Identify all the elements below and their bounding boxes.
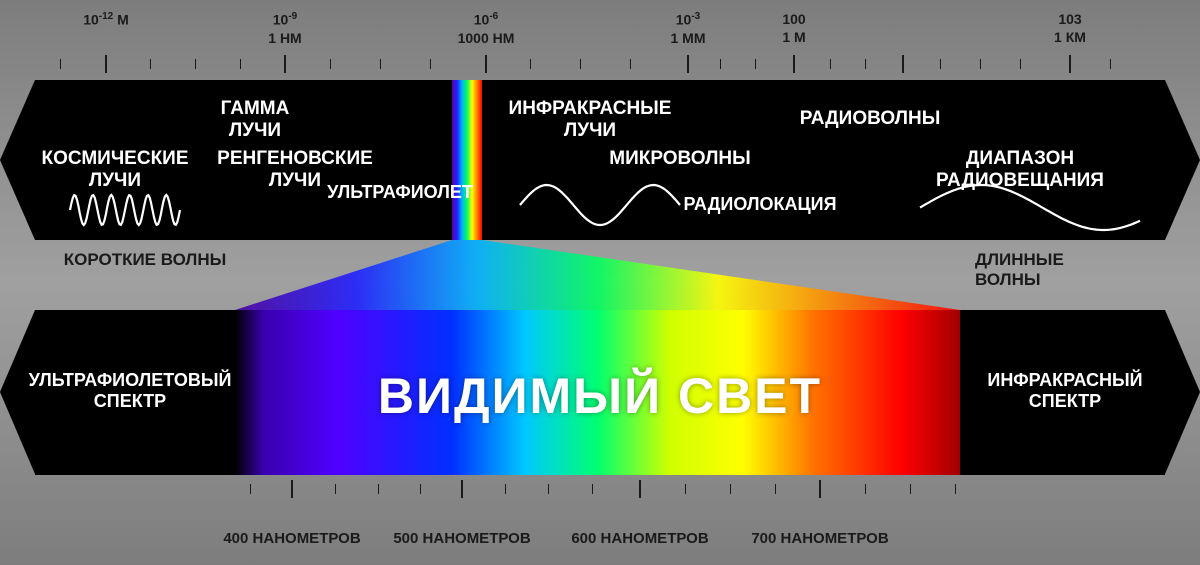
top-scale-label: 10-61000 НМ (458, 10, 515, 47)
visible-light-title: ВИДИМЫЙ СВЕТ (378, 367, 822, 425)
band-label: КОСМИЧЕСКИЕЛУЧИ (42, 148, 189, 192)
top-scale-label: 10-12 М (83, 10, 129, 29)
band-label: ГАММАЛУЧИ (221, 98, 290, 142)
nm-scale-label: 700 НАНОМЕТРОВ (751, 530, 888, 547)
nm-scale-label: 400 НАНОМЕТРОВ (223, 530, 360, 547)
nm-scale-label: 500 НАНОМЕТРОВ (393, 530, 530, 547)
spectrum-side-label: УЛЬТРАФИОЛЕТОВЫЙСПЕКТР (29, 370, 232, 411)
nm-scale-label: 600 НАНОМЕТРОВ (571, 530, 708, 547)
band-label: РАДИОЛОКАЦИЯ (683, 194, 836, 215)
wavelength-direction-label: КОРОТКИЕ ВОЛНЫ (64, 250, 226, 270)
visible-strip (452, 80, 482, 240)
band-label: МИКРОВОЛНЫ (609, 148, 751, 170)
top-scale-label: 10-91 НМ (268, 10, 301, 47)
wave-icon (70, 195, 180, 225)
spectrum-side-label: ИНФРАКРАСНЫЙСПЕКТР (987, 370, 1142, 411)
band-label: ИНФРАКРАСНЫЕЛУЧИ (509, 98, 672, 142)
top-scale-label: 1031 КМ (1054, 10, 1086, 46)
top-scale-label: 10-31 ММ (671, 10, 706, 47)
top-scale-label: 1001 М (782, 10, 805, 46)
wave-icon (520, 185, 680, 225)
wavelength-direction-label: ДЛИННЫЕ ВОЛНЫ (975, 250, 1125, 290)
band-label: УЛЬТРАФИОЛЕТ (327, 182, 473, 203)
band-label: РАДИОВОЛНЫ (800, 108, 941, 130)
wave-icon (920, 185, 1140, 230)
